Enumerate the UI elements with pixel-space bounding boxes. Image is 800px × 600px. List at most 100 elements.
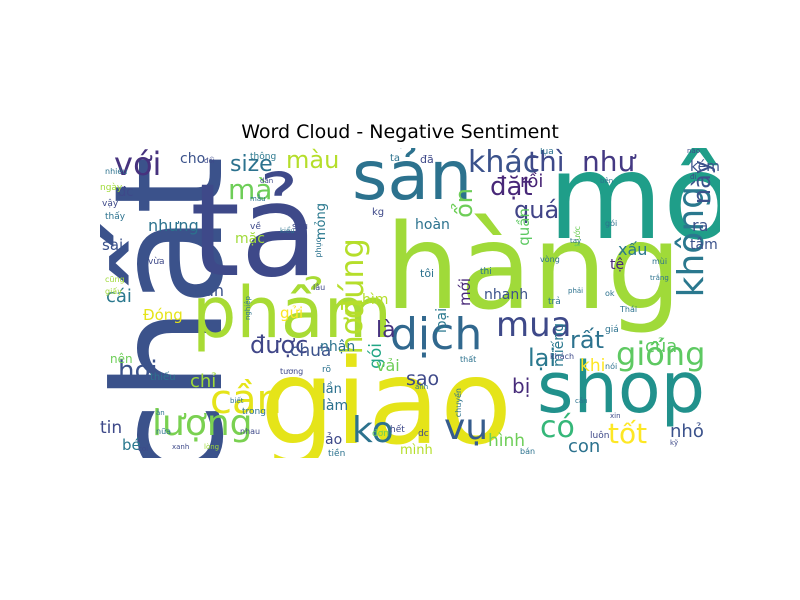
word-cloud-word: ra <box>692 216 709 235</box>
word-cloud-word: loại <box>434 308 450 333</box>
word-cloud-word: trong <box>242 407 266 417</box>
word-cloud-word: khác <box>468 148 540 180</box>
word-cloud-word: mùi <box>652 257 668 266</box>
word-cloud-word: dc <box>418 429 429 439</box>
word-cloud-word: nhận <box>320 339 356 355</box>
word-cloud-word: bị <box>512 374 531 398</box>
word-cloud-word: nữa <box>156 427 172 436</box>
word-cloud-word: mua <box>496 305 572 345</box>
word-cloud-word: kỹ <box>670 439 679 447</box>
word-cloud-word: trả <box>548 297 561 307</box>
word-cloud-word: gói <box>605 219 618 228</box>
word-cloud-word: con <box>568 436 601 457</box>
word-cloud-word: đi <box>690 173 697 181</box>
word-cloud-word: quá <box>514 196 560 224</box>
word-cloud-word: có <box>540 410 575 445</box>
word-cloud-word: rõ <box>322 365 332 375</box>
word-cloud-word: lại <box>528 344 557 372</box>
word-cloud-word: đổi <box>204 157 215 165</box>
word-cloud-word: chỉ <box>190 371 217 392</box>
word-cloud-word: ngày <box>100 183 123 193</box>
word-cloud-word: tôi <box>420 267 435 280</box>
word-cloud-word: quần <box>515 208 533 246</box>
word-cloud-word: cần <box>575 397 588 405</box>
word-cloud-word: đc <box>118 185 134 200</box>
word-cloud-word: sai <box>102 236 124 254</box>
word-cloud-word: hình <box>488 431 526 451</box>
word-cloud-word: nhỏ <box>670 421 704 442</box>
word-cloud-word: khi <box>580 356 606 376</box>
word-cloud-word: size <box>230 152 273 177</box>
word-cloud-word: làm <box>322 398 349 414</box>
word-cloud-word: cho <box>180 151 206 167</box>
word-cloud-word: sao <box>406 368 440 390</box>
word-cloud-word: vải <box>376 356 400 375</box>
word-cloud-word: đơn <box>372 429 389 439</box>
word-cloud-word: tâm <box>690 237 718 253</box>
word-cloud-word: chuyển <box>454 388 463 418</box>
word-cloud-word: dịch <box>390 309 483 360</box>
word-cloud-word: thất <box>460 355 477 364</box>
word-cloud-word: hơi <box>118 356 158 386</box>
word-cloud-word: thì <box>528 148 565 178</box>
word-cloud-word: shop <box>537 347 706 429</box>
word-cloud-word: rồi <box>520 171 544 192</box>
word-cloud-word: của <box>645 336 678 357</box>
word-cloud-word: mô <box>548 148 720 266</box>
word-cloud-word: giống <box>616 335 706 373</box>
word-cloud-word: được <box>250 331 309 359</box>
word-cloud-word: xấu <box>618 240 648 259</box>
word-cloud-word: ảo <box>325 432 343 448</box>
word-cloud-word: giấy <box>105 287 122 296</box>
word-cloud-word: vụ <box>444 407 489 448</box>
word-cloud-word: vòng <box>540 255 560 264</box>
word-cloud-word: kém <box>690 159 720 175</box>
word-cloud-word: hết <box>390 425 405 435</box>
word-cloud-word: Thái <box>620 305 638 314</box>
word-cloud-word: như <box>582 148 636 178</box>
word-cloud-word: lụa <box>540 148 554 157</box>
word-cloud-word: ok <box>605 289 615 298</box>
word-cloud-word: nhưng <box>148 216 199 235</box>
word-cloud-word: đặt <box>490 172 533 202</box>
word-cloud-word: tệ <box>610 257 625 273</box>
word-cloud-word: vậy <box>102 199 119 209</box>
word-cloud-word: xin <box>610 412 621 420</box>
word-cloud-word: chưa <box>290 341 332 361</box>
word-cloud-word: ảnh <box>415 383 429 391</box>
word-cloud-word: mới <box>456 278 474 306</box>
word-cloud-word: phẩm <box>192 272 392 354</box>
chart-title: Word Cloud - Negative Sentiment <box>241 121 559 143</box>
word-cloud-word: lượng <box>152 403 253 444</box>
word-cloud-word: là <box>376 318 396 343</box>
word-cloud-word: phải <box>568 287 584 295</box>
word-cloud-word: xanh <box>172 443 190 451</box>
word-cloud-word: thấy <box>105 212 126 222</box>
word-cloud-word: Đóng <box>143 306 183 324</box>
word-cloud-word: về <box>250 222 261 232</box>
word-cloud-word: mình <box>400 443 433 458</box>
word-cloud-word: ta <box>390 153 401 164</box>
word-cloud-word: giao <box>260 333 513 458</box>
word-cloud-word: trắng <box>650 274 669 282</box>
word-cloud-word: sản <box>352 148 473 216</box>
word-cloud-word: sau <box>292 222 308 232</box>
word-cloud-word: coi <box>138 445 149 453</box>
word-cloud-word: ổn <box>450 188 478 218</box>
word-cloud-word: nào <box>687 148 701 155</box>
word-cloud-word: mặc <box>235 231 265 247</box>
word-cloud-word: bìm <box>362 292 389 308</box>
word-cloud-word: tương <box>280 367 304 376</box>
word-cloud-word: nên <box>110 352 133 366</box>
word-cloud-word: lòng <box>204 443 220 451</box>
word-cloud-word: lâu <box>313 283 326 292</box>
word-cloud-word: tay <box>570 237 582 245</box>
word-cloud-word: với <box>114 148 162 183</box>
word-cloud-word: nhanh <box>484 287 529 303</box>
word-cloud-word: toàn <box>188 281 225 300</box>
word-cloud-word: lần <box>322 382 342 397</box>
word-cloud-word: cũng <box>105 275 125 284</box>
word-cloud-word: ko <box>352 410 394 451</box>
word-cloud-word: tiền <box>328 449 346 459</box>
word-cloud-word: nghiệp <box>244 296 252 321</box>
